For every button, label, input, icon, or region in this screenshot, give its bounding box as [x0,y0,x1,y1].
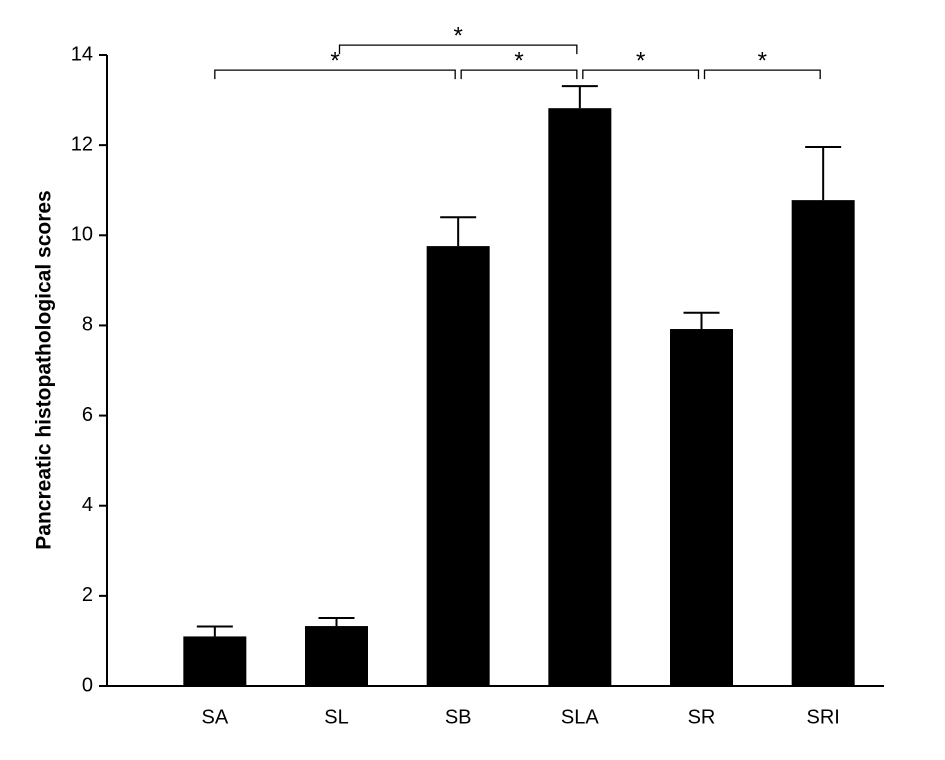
x-tick-label: SRI [806,706,839,728]
error-bar [318,616,355,627]
x-tick-label: SB [445,706,472,728]
y-tick-label: 6 [82,404,93,426]
y-tick-label: 12 [71,133,93,155]
significance-bracket [460,69,578,80]
y-tick-label: 2 [82,584,93,606]
significance-label: * [636,47,645,74]
y-tick-label: 4 [82,494,93,516]
significance-bracket [214,69,456,80]
error-bar [683,311,720,330]
error-bar [561,85,598,109]
significance-bracket [703,69,821,80]
y-axis-label: Pancreatic histopathological scores [33,190,56,549]
y-tick-label: 10 [71,224,93,246]
bar [426,246,490,687]
significance-label: * [453,22,462,49]
x-tick-label: SA [201,706,228,728]
error-bar [805,145,842,201]
bar [548,108,612,687]
x-tick-label: SR [688,706,716,728]
significance-label: * [514,47,523,74]
x-tick-label: SL [324,706,348,728]
significance-label: * [330,47,339,74]
significance-bracket [582,69,700,80]
significance-label: * [758,47,767,74]
x-tick-label: SLA [561,706,599,728]
error-bar [196,625,233,637]
y-tick-label: 8 [82,314,93,336]
bar [305,626,368,686]
y-tick-label: 0 [82,674,93,696]
error-bar [440,216,477,247]
bar [670,329,733,686]
significance-bracket [338,44,578,55]
bar [791,200,855,686]
bar [183,636,247,686]
y-tick-label: 14 [71,43,93,65]
